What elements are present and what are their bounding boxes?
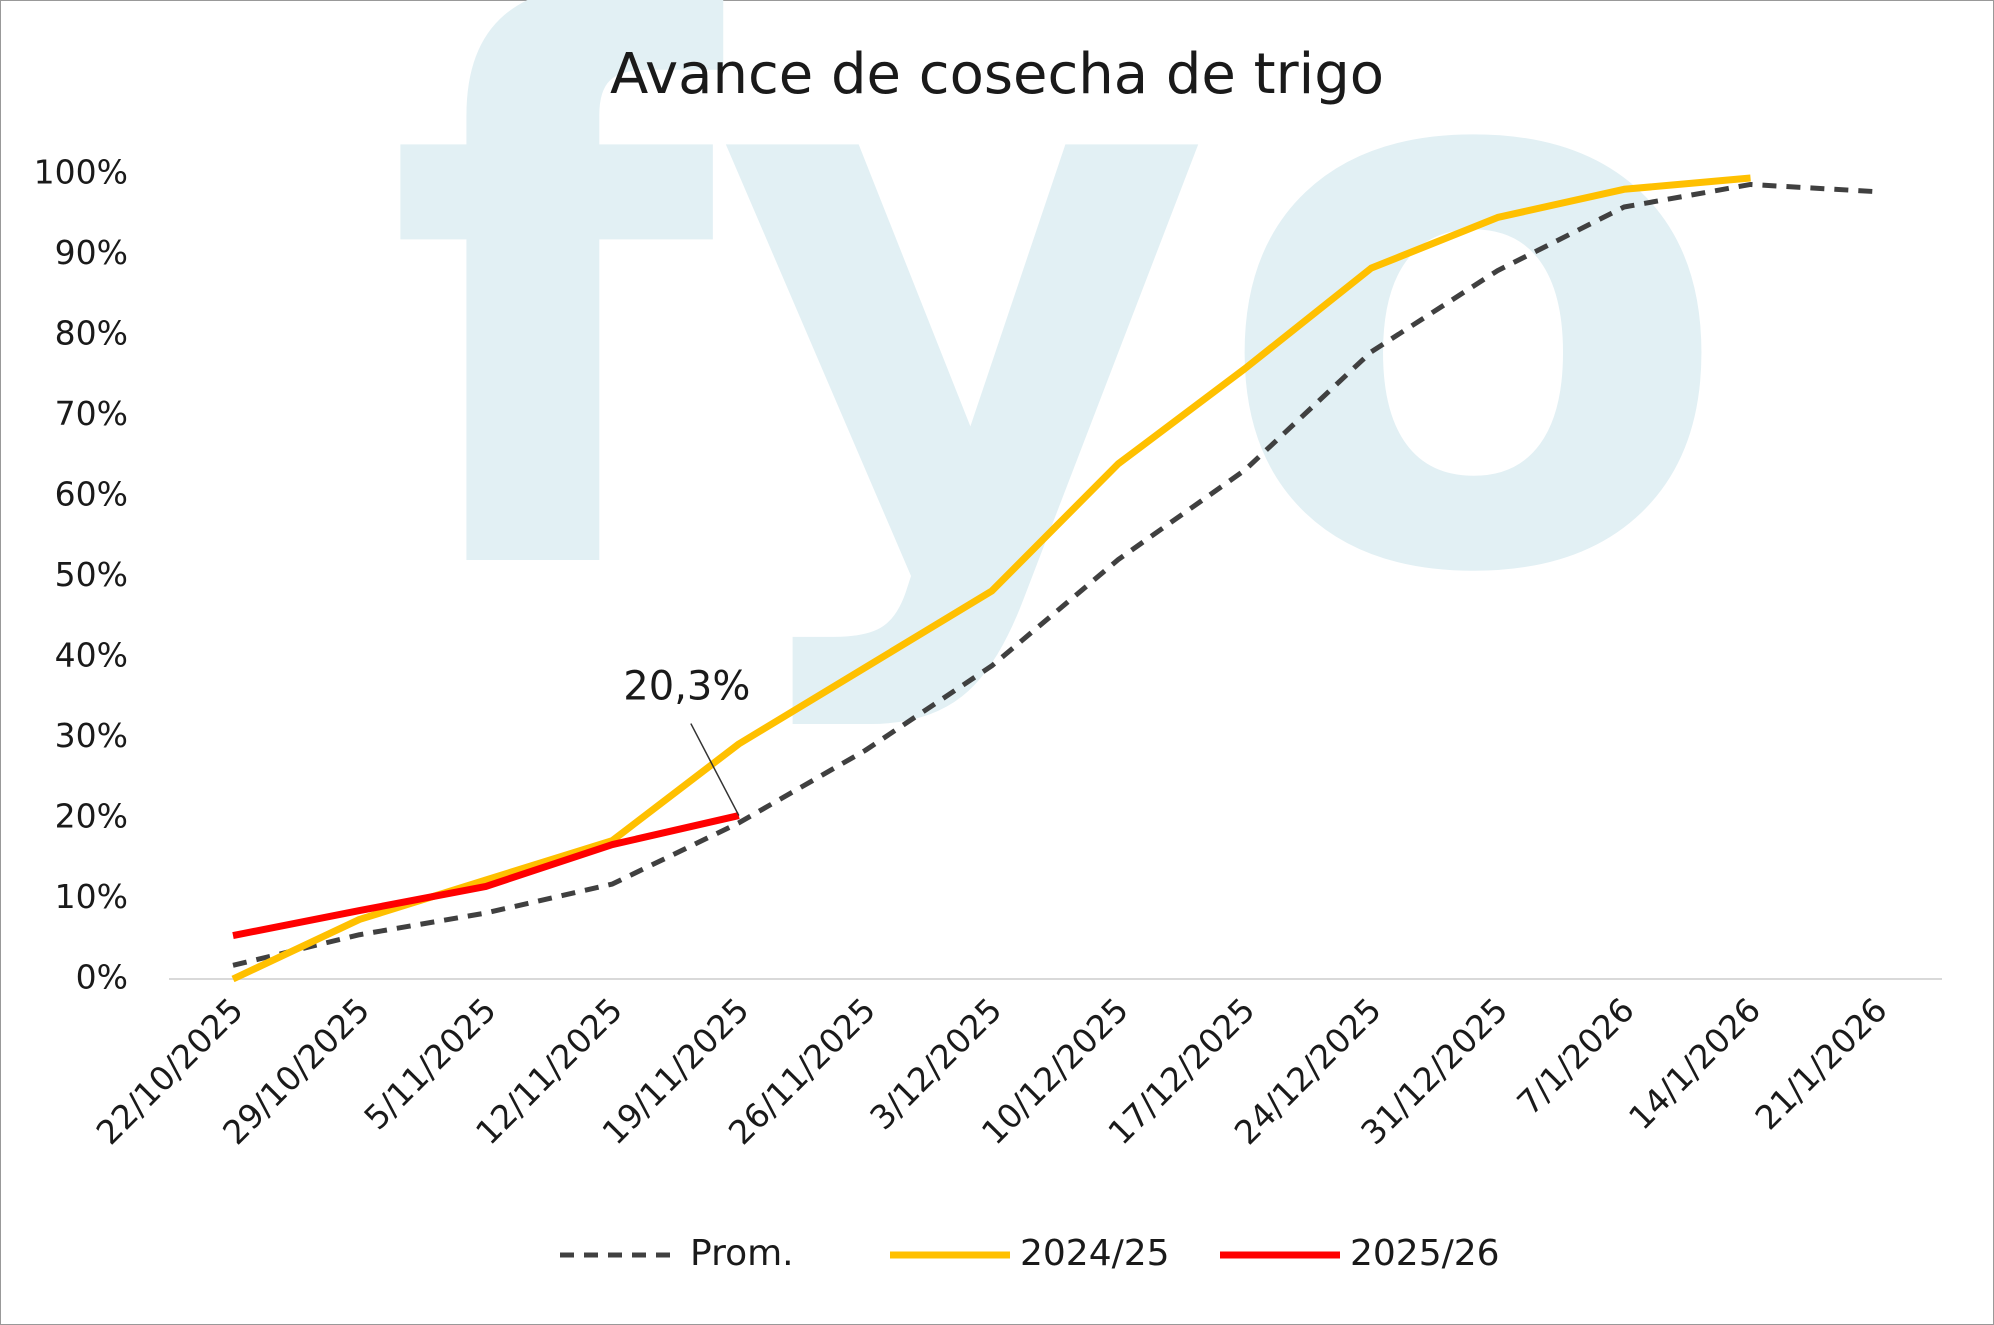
y-tick-label: 70% xyxy=(55,394,128,433)
legend-label: Prom. xyxy=(690,1233,794,1274)
watermark: fyo xyxy=(386,0,1734,740)
y-tick-label: 80% xyxy=(55,314,128,353)
y-tick-label: 50% xyxy=(55,555,128,594)
y-tick-label: 60% xyxy=(55,475,128,514)
series-line xyxy=(232,812,740,939)
annotation: 20,3% xyxy=(623,664,750,710)
series-line xyxy=(231,174,1751,983)
y-tick-label: 40% xyxy=(55,636,128,675)
y-tick-label: 100% xyxy=(34,153,128,192)
y-tick-label: 30% xyxy=(55,716,128,755)
legend-label: 2024/25 xyxy=(1020,1233,1170,1274)
series-line xyxy=(232,181,1878,968)
y-tick-label: 90% xyxy=(55,233,128,272)
legend-label: 2025/26 xyxy=(1350,1233,1500,1274)
annotation-leader xyxy=(690,723,740,816)
y-tick-label: 20% xyxy=(55,797,128,836)
y-tick-label: 10% xyxy=(55,877,128,916)
chart-title: Avance de cosecha de trigo xyxy=(610,42,1384,107)
y-tick-label: 0% xyxy=(76,958,128,997)
